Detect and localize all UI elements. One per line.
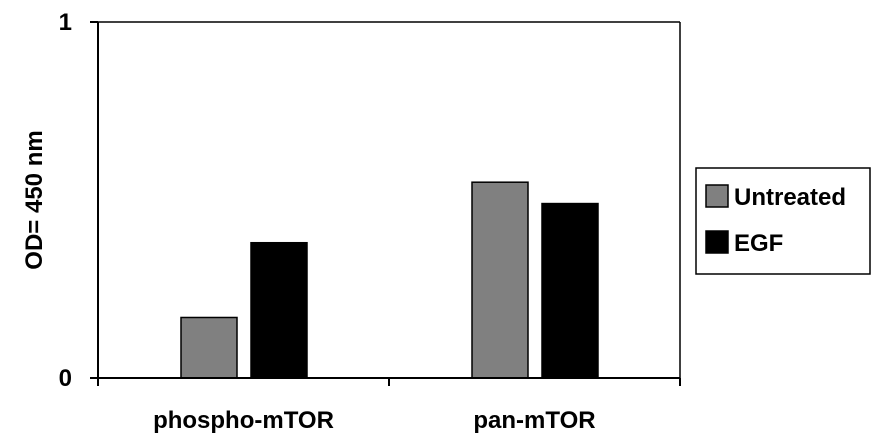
legend-swatch-egf xyxy=(705,230,729,254)
bar-pan-mtor-egf xyxy=(541,202,599,379)
bar-pan-mtor-untreated xyxy=(471,181,529,379)
plot-area xyxy=(98,21,681,378)
bar-phospho-mtor-egf xyxy=(250,241,308,379)
bar-phospho-mtor-untreated xyxy=(180,316,238,379)
y-tick-label: 0 xyxy=(59,365,72,392)
x-tick-label: phospho-mTOR xyxy=(153,407,334,434)
x-tick-label: pan-mTOR xyxy=(473,407,595,434)
y-axis-title: OD= 450 nm xyxy=(21,130,48,269)
ticks: 0 1 phospho-mTOR pan-mTOR xyxy=(59,9,681,434)
bars xyxy=(180,181,599,379)
legend-label-egf: EGF xyxy=(734,230,783,257)
legend: Untreated EGF xyxy=(695,167,871,275)
y-tick-label: 1 xyxy=(59,9,72,36)
legend-box xyxy=(695,167,871,275)
legend-swatch-untreated xyxy=(705,184,729,208)
legend-label-untreated: Untreated xyxy=(734,184,846,211)
